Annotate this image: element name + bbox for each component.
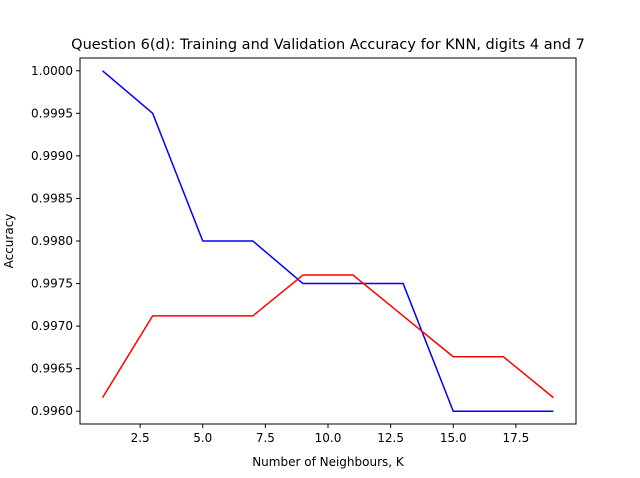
y-tick-label: 1.0000 bbox=[31, 64, 73, 78]
x-tick-label: 15.0 bbox=[440, 431, 467, 445]
y-tick-label: 0.9965 bbox=[31, 362, 73, 376]
y-axis: 0.9960 0.9965 0.9970 0.9975 0.9980 0.9985 0.99… bbox=[31, 64, 80, 418]
x-tick-label: 7.5 bbox=[256, 431, 275, 445]
series-layer bbox=[101, 70, 554, 412]
plot-frame bbox=[79, 57, 577, 425]
y-tick-label: 0.9985 bbox=[31, 191, 73, 205]
x-tick-label: 10.0 bbox=[315, 431, 342, 445]
x-axis: 2.5 5.0 7.5 10.0 12.5 15.0 17.5 bbox=[131, 424, 530, 445]
y-tick-label: 0.9970 bbox=[31, 319, 73, 333]
y-tick-label: 0.9980 bbox=[31, 234, 73, 248]
y-tick-label: 0.9960 bbox=[31, 404, 73, 418]
x-tick-label: 5.0 bbox=[193, 431, 212, 445]
x-tick-label: 12.5 bbox=[377, 431, 404, 445]
x-axis-label: Number of Neighbours, K bbox=[252, 455, 405, 469]
chart-title: Question 6(d): Training and Validation A… bbox=[71, 37, 585, 53]
y-tick-label: 0.9995 bbox=[31, 106, 73, 120]
series-line-1 bbox=[102, 70, 554, 412]
x-tick-label: 17.5 bbox=[503, 431, 530, 445]
y-tick-label: 0.9975 bbox=[31, 277, 73, 291]
series-line-2 bbox=[101, 274, 554, 399]
x-tick-label: 2.5 bbox=[131, 431, 150, 445]
y-tick-label: 0.9990 bbox=[31, 149, 73, 163]
y-axis-label: Accuracy bbox=[2, 214, 16, 269]
